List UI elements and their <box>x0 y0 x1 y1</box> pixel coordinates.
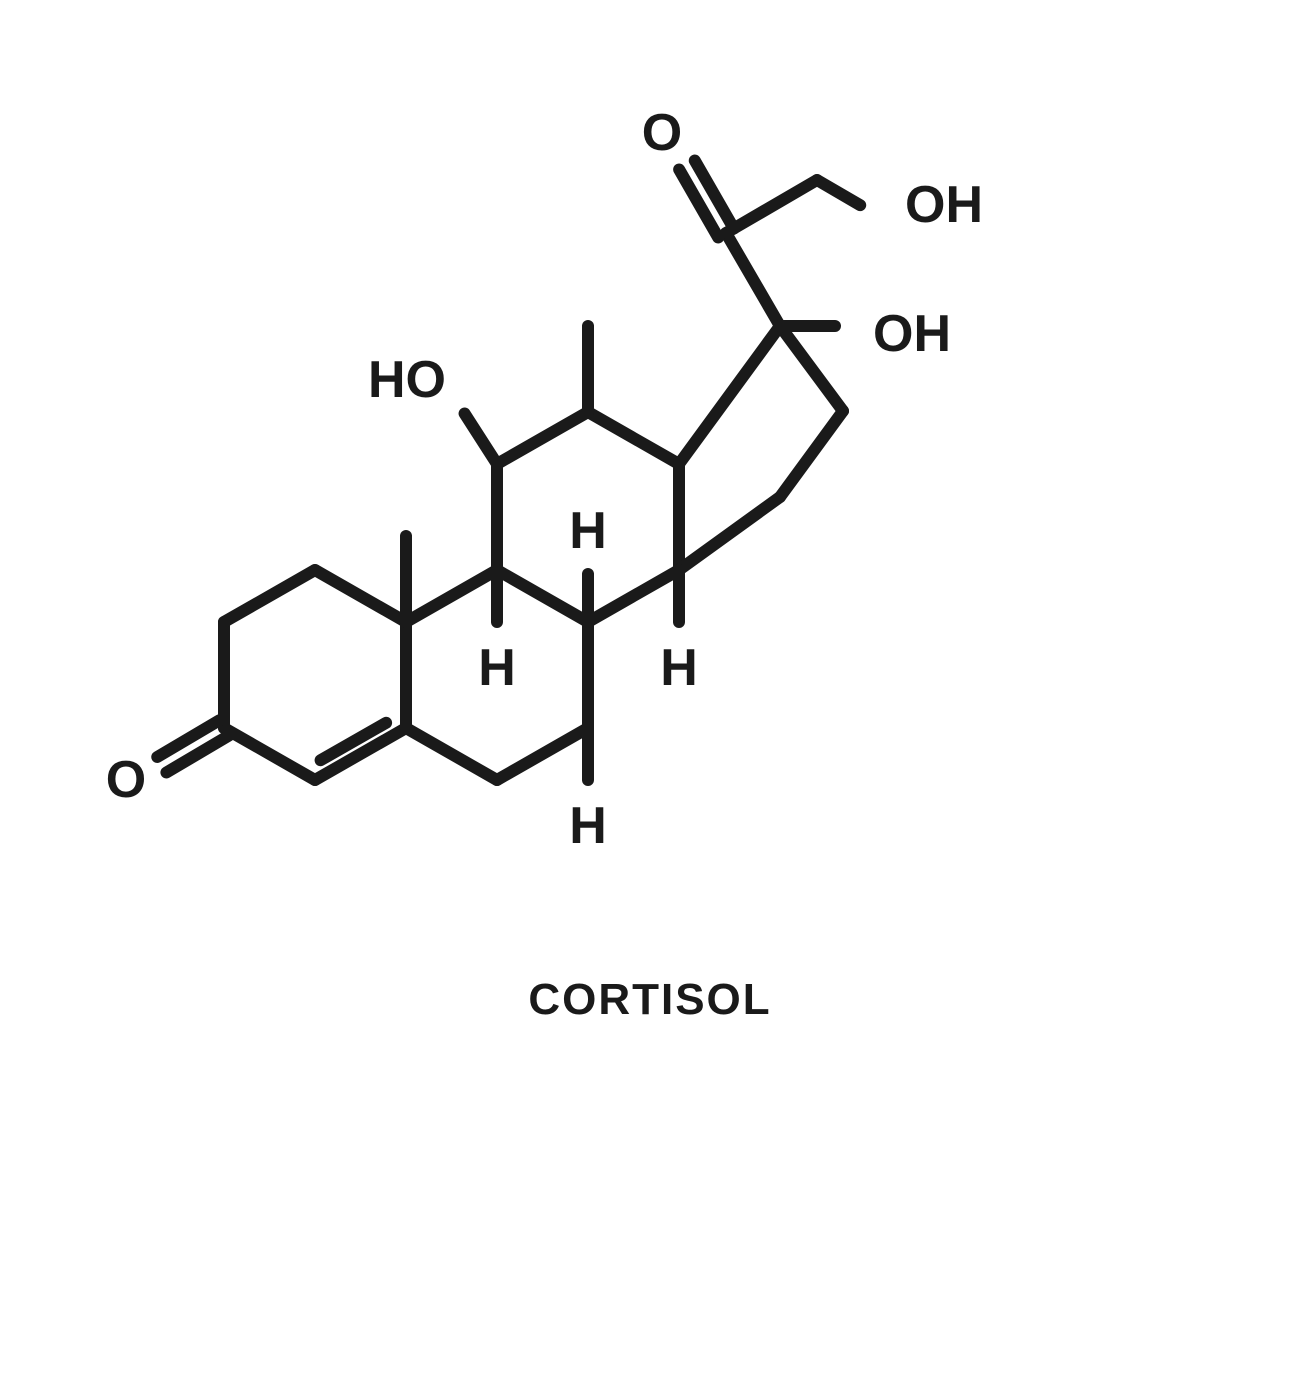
bond <box>726 180 817 233</box>
atom-label: O <box>642 103 682 163</box>
molecule-title: CORTISOL <box>528 975 771 1025</box>
atom-label: O <box>106 750 146 810</box>
bond <box>315 570 406 622</box>
atom-label: H <box>569 796 607 856</box>
diagram-canvas: HO OH O O OH H H H H CORTISOL <box>0 0 1300 1387</box>
bond <box>679 326 780 464</box>
atom-label: H <box>660 638 698 698</box>
bond <box>497 570 588 622</box>
atom-label: H <box>478 638 516 698</box>
bond <box>780 326 843 411</box>
bond <box>224 570 315 622</box>
bond <box>817 180 860 205</box>
bond <box>497 728 588 780</box>
bond <box>780 411 843 497</box>
atom-label: OH <box>873 304 951 364</box>
bond <box>224 728 315 780</box>
atom-label: H <box>569 501 607 561</box>
bond <box>497 412 588 464</box>
atom-label: HO <box>368 350 446 410</box>
bond <box>588 412 679 464</box>
bond-layer <box>0 0 1300 1387</box>
bond <box>679 497 780 570</box>
bond <box>406 570 497 622</box>
atom-label: OH <box>905 175 983 235</box>
bond <box>406 728 497 780</box>
bond <box>588 570 679 622</box>
bond <box>465 414 497 464</box>
bond <box>726 233 780 326</box>
